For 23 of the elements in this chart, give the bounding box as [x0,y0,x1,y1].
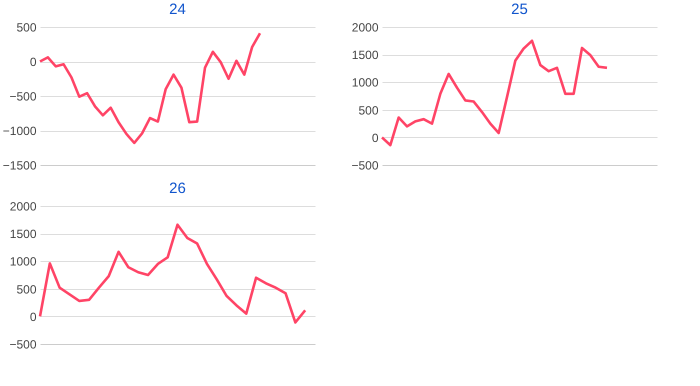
chart-title: 25 [511,1,528,18]
y-tick-label: −1000 [2,124,37,138]
chart-title: 26 [169,180,186,197]
y-tick-label: 0 [30,310,37,324]
y-tick-label: −1500 [2,158,37,172]
y-tick-label: 2000 [352,20,379,34]
line-series [38,32,262,144]
y-tick-label: 0 [372,130,379,145]
line-series [38,223,306,324]
y-tick-label: 1000 [10,254,37,269]
y-tick-label: 500 [16,282,37,296]
y-tick-label: 1000 [352,76,379,90]
y-tick-label: 500 [358,103,379,118]
y-tick-label: 0 [30,55,37,69]
y-tick-label: −500 [9,338,37,352]
y-tick-label: 1500 [10,227,37,242]
y-tick-label: 2000 [10,200,37,214]
y-tick-label: 500 [16,20,37,34]
y-tick-label: 1500 [352,48,379,62]
y-tick-label: −500 [9,90,37,104]
y-tick-label: −500 [351,158,379,172]
line-series [380,40,608,146]
chart-title: 24 [169,1,186,18]
